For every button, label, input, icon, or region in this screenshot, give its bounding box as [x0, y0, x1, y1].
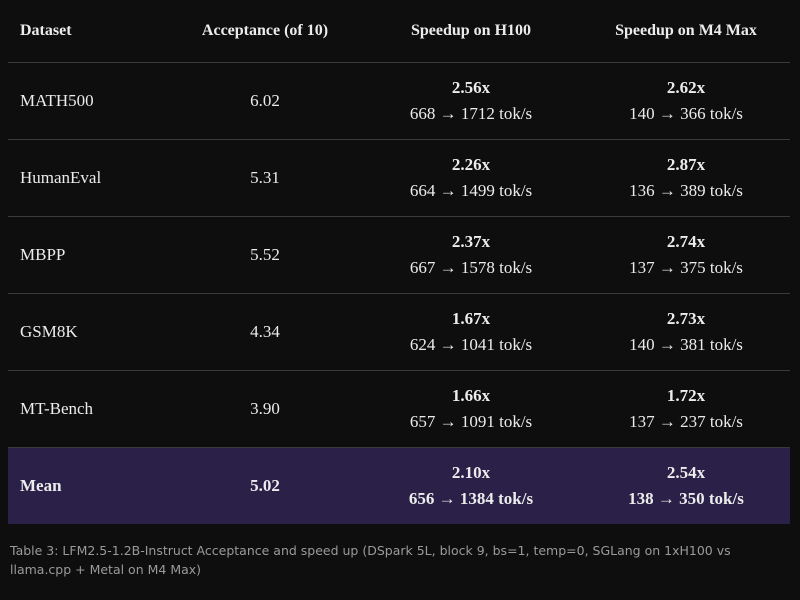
speedup-value: 2.26x: [451, 155, 491, 174]
speedup-value: 2.37x: [451, 232, 491, 251]
speedup-cell: 2.26x 664 → 1499 tok/s: [360, 139, 582, 217]
results-table: Dataset Acceptance (of 10) Speedup on H100…: [8, 0, 790, 524]
throughput: 138 → 350 tok/s: [628, 489, 744, 508]
header-cell: Speedup on H100: [360, 0, 582, 63]
dataset-cell: MATH500: [8, 62, 170, 140]
acceptance-cell: 6.02: [170, 62, 360, 140]
speedup-value: 2.87x: [666, 155, 706, 174]
speedup-cell: 1.66x 657 → 1091 tok/s: [360, 370, 582, 448]
table-row: HumanEval 5.31 2.26x 664 → 1499 tok/s 2.87x 1…: [8, 139, 790, 217]
acceptance-cell: 4.34: [170, 293, 360, 371]
throughput: 137 → 375 tok/s: [629, 258, 743, 277]
speedup-cell: 2.10x 656 → 1384 tok/s: [360, 447, 582, 524]
speedup-value: 1.66x: [451, 386, 491, 405]
table-row: MATH500 6.02 2.56x 668 → 1712 tok/s 2.62x 140…: [8, 62, 790, 140]
throughput: 664 → 1499 tok/s: [409, 181, 533, 200]
speedup-value: 2.73x: [666, 309, 706, 328]
throughput: 137 → 237 tok/s: [629, 412, 743, 431]
speedup-value: 2.56x: [451, 78, 491, 97]
acceptance-cell: 3.90: [170, 370, 360, 448]
speedup-value: 2.54x: [666, 463, 706, 482]
speedup-value: 2.62x: [666, 78, 706, 97]
speedup-cell: 2.37x 667 → 1578 tok/s: [360, 216, 582, 294]
dataset-cell: MT-Bench: [8, 370, 170, 448]
throughput: 667 → 1578 tok/s: [409, 258, 533, 277]
dataset-cell: HumanEval: [8, 139, 170, 217]
caption: Table 3: LFM2.5-1.2B-Instruct Acceptance…: [10, 543, 731, 577]
table-row: GSM8K 4.34 1.67x 624 → 1041 tok/s 2.73x 140 →…: [8, 293, 790, 371]
speedup-cell: 2.62x 140 → 366 tok/s: [582, 62, 790, 140]
header-cell: Dataset: [8, 0, 170, 63]
speedup-cell: 2.56x 668 → 1712 tok/s: [360, 62, 582, 140]
speedup-cell: 2.73x 140 → 381 tok/s: [582, 293, 790, 371]
acceptance-cell: 5.02: [170, 447, 360, 524]
speedup-value: 1.67x: [451, 309, 491, 328]
speedup-cell: 2.87x 136 → 389 tok/s: [582, 139, 790, 217]
throughput: 140 → 381 tok/s: [629, 335, 743, 354]
speedup-value: 2.74x: [666, 232, 706, 251]
header-cell: Acceptance (of 10): [170, 0, 360, 63]
table-row: MBPP 5.52 2.37x 667 → 1578 tok/s 2.74x 137 → …: [8, 216, 790, 294]
throughput: 140 → 366 tok/s: [629, 104, 743, 123]
throughput: 668 → 1712 tok/s: [409, 104, 533, 123]
speedup-cell: 1.72x 137 → 237 tok/s: [582, 370, 790, 448]
speedup-cell: 2.54x 138 → 350 tok/s: [582, 447, 790, 524]
throughput: 624 → 1041 tok/s: [409, 335, 533, 354]
acceptance-cell: 5.31: [170, 139, 360, 217]
dataset-cell: Mean: [8, 447, 170, 524]
header-cell: Speedup on M4 Max: [582, 0, 790, 63]
dataset-cell: GSM8K: [8, 293, 170, 371]
table-row: MT-Bench 3.90 1.66x 657 → 1091 tok/s 1.72x 13…: [8, 370, 790, 448]
header-row: Dataset Acceptance (of 10) Speedup on H100…: [8, 0, 790, 63]
dataset-cell: MBPP: [8, 216, 170, 294]
acceptance-cell: 5.52: [170, 216, 360, 294]
speedup-value: 2.10x: [451, 463, 491, 482]
table-row: Mean 5.02 2.10x 656 → 1384 tok/s 2.54x 138 → …: [8, 447, 790, 524]
speedup-value: 1.72x: [666, 386, 706, 405]
speedup-cell: 2.74x 137 → 375 tok/s: [582, 216, 790, 294]
speedup-cell: 1.67x 624 → 1041 tok/s: [360, 293, 582, 371]
throughput: 657 → 1091 tok/s: [409, 412, 533, 431]
throughput: 136 → 389 tok/s: [629, 181, 743, 200]
throughput: 656 → 1384 tok/s: [408, 489, 534, 508]
